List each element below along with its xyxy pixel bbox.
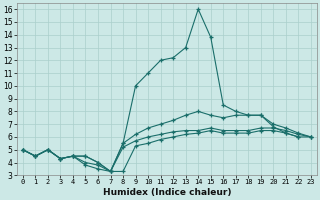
- X-axis label: Humidex (Indice chaleur): Humidex (Indice chaleur): [103, 188, 231, 197]
